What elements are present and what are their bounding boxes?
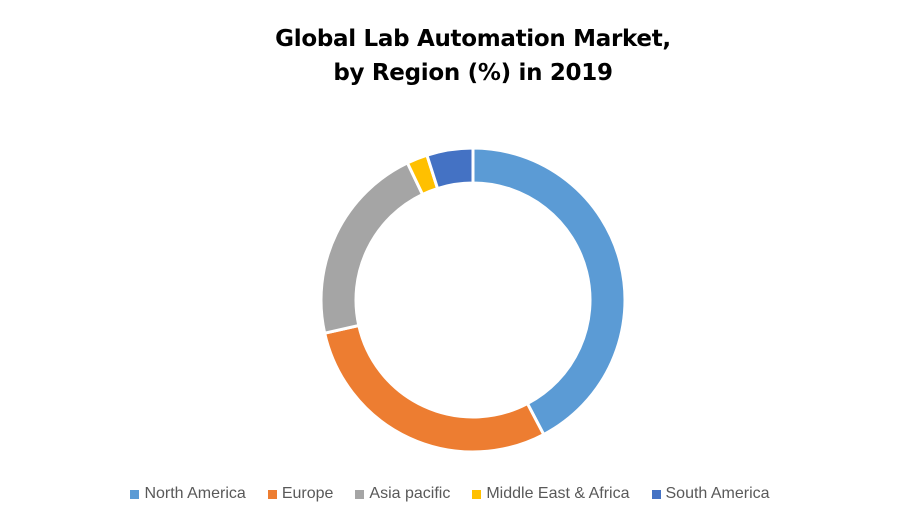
legend-item-south-america: South America: [651, 485, 770, 503]
donut-slice-north-america: [471, 146, 627, 437]
legend-swatch-europe: [267, 489, 277, 499]
legend-swatch-asia-pacific: [355, 489, 365, 499]
legend-label-asia-pacific: Asia pacific: [369, 485, 451, 502]
legend-label-north-america: North America: [144, 485, 246, 502]
legend-item-europe: Europe: [267, 485, 334, 503]
legend-label-middle-east-africa: Middle East & Africa: [486, 485, 630, 502]
legend-item-asia-pacific: Asia pacific: [355, 485, 450, 503]
legend-label-europe: Europe: [281, 485, 334, 502]
donut-slice-europe: [322, 323, 546, 454]
donut-slice-south-america: [425, 146, 475, 191]
chart-title: Global Lab Automation Market, by Region …: [0, 22, 900, 90]
legend-swatch-north-america: [130, 489, 140, 499]
donut-slice-asia-pacific: [319, 160, 425, 335]
chart-title-line-2: by Region (%) in 2019: [333, 60, 613, 86]
chart-legend: North America Europe Asia pacific Middle Ea…: [0, 482, 900, 506]
legend-swatch-middle-east-africa: [472, 489, 482, 499]
legend-item-north-america: North America: [130, 485, 246, 503]
legend-item-middle-east-africa: Middle East & Africa: [472, 485, 630, 503]
legend-label-south-america: South America: [665, 485, 770, 502]
chart-title-line-1: Global Lab Automation Market,: [275, 26, 671, 52]
legend-swatch-south-america: [651, 489, 661, 499]
